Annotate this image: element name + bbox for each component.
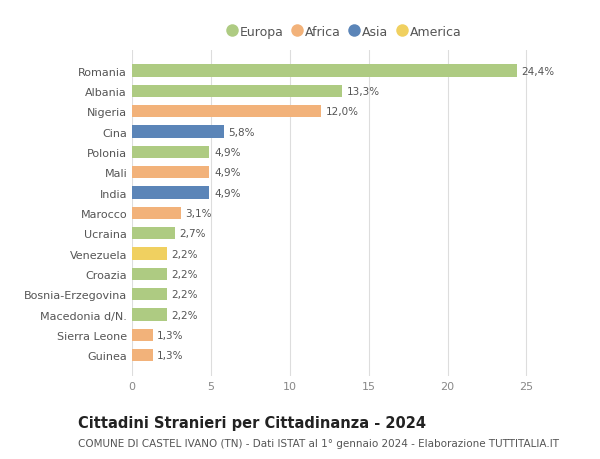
Text: 2,2%: 2,2% bbox=[172, 310, 198, 320]
Bar bbox=[132, 289, 167, 301]
Legend: Europa, Africa, Asia, America: Europa, Africa, Asia, America bbox=[224, 21, 466, 44]
Bar bbox=[132, 106, 322, 118]
Text: 4,9%: 4,9% bbox=[214, 168, 241, 178]
Bar bbox=[132, 309, 167, 321]
Bar bbox=[132, 228, 175, 240]
Text: 1,3%: 1,3% bbox=[157, 351, 184, 360]
Text: 2,2%: 2,2% bbox=[172, 249, 198, 259]
Text: 13,3%: 13,3% bbox=[347, 87, 380, 97]
Text: Cittadini Stranieri per Cittadinanza - 2024: Cittadini Stranieri per Cittadinanza - 2… bbox=[78, 415, 426, 431]
Bar bbox=[132, 146, 209, 159]
Text: 4,9%: 4,9% bbox=[214, 188, 241, 198]
Bar bbox=[132, 85, 342, 98]
Text: 2,2%: 2,2% bbox=[172, 269, 198, 279]
Text: 3,1%: 3,1% bbox=[185, 208, 212, 218]
Text: COMUNE DI CASTEL IVANO (TN) - Dati ISTAT al 1° gennaio 2024 - Elaborazione TUTTI: COMUNE DI CASTEL IVANO (TN) - Dati ISTAT… bbox=[78, 438, 559, 448]
Bar bbox=[132, 126, 224, 138]
Bar bbox=[132, 167, 209, 179]
Bar bbox=[132, 207, 181, 219]
Text: 24,4%: 24,4% bbox=[522, 67, 555, 76]
Text: 2,7%: 2,7% bbox=[179, 229, 206, 239]
Bar bbox=[132, 187, 209, 199]
Text: 4,9%: 4,9% bbox=[214, 148, 241, 157]
Bar bbox=[132, 268, 167, 280]
Bar bbox=[132, 65, 517, 78]
Text: 5,8%: 5,8% bbox=[228, 127, 255, 137]
Bar bbox=[132, 349, 152, 362]
Text: 12,0%: 12,0% bbox=[326, 107, 359, 117]
Text: 1,3%: 1,3% bbox=[157, 330, 184, 340]
Bar bbox=[132, 329, 152, 341]
Text: 2,2%: 2,2% bbox=[172, 290, 198, 300]
Bar bbox=[132, 248, 167, 260]
